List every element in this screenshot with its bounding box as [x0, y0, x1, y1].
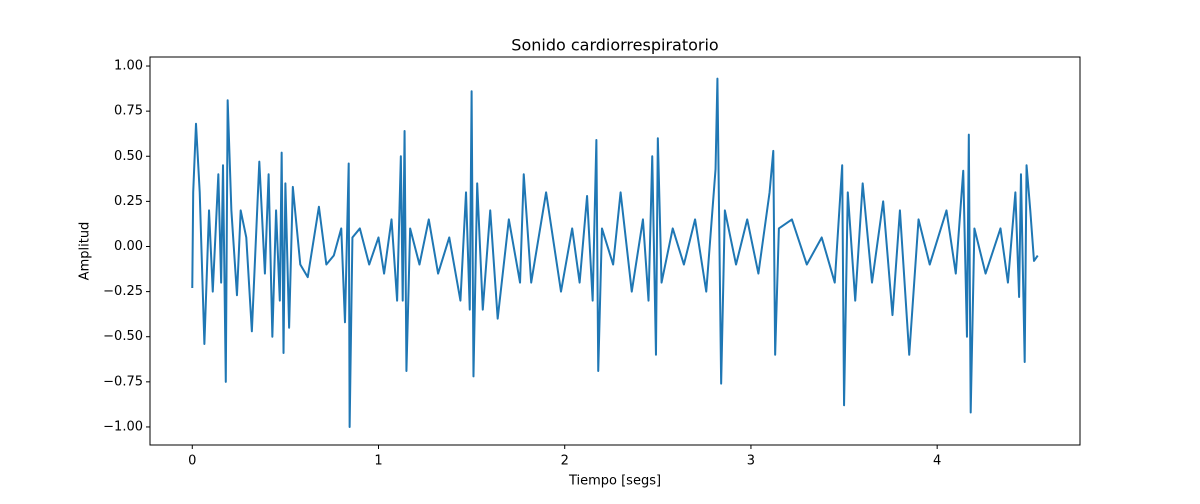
y-tick-label: 0.25 [114, 194, 143, 209]
x-axis-label: Tiempo [segs] [568, 474, 661, 489]
y-tick-label: −0.50 [103, 329, 143, 344]
plot-frame [149, 56, 1081, 446]
signal-line [191, 77, 1039, 428]
y-tick-label: 0.50 [114, 149, 143, 164]
y-tick-label: 1.00 [114, 59, 143, 74]
y-tick-label: −0.75 [103, 374, 143, 389]
y-tick-label: −1.00 [103, 419, 143, 434]
y-axis-label: Amplitud [78, 222, 93, 281]
x-tick-label: 2 [561, 454, 569, 469]
x-tick-label: 3 [747, 454, 755, 469]
x-tick-label: 0 [188, 454, 196, 469]
y-tick-label: 0.75 [114, 104, 143, 119]
x-tick-label: 1 [374, 454, 382, 469]
x-tick-label: 4 [933, 454, 941, 469]
y-tick-label: −0.25 [103, 284, 143, 299]
y-tick-label: 0.00 [114, 239, 143, 254]
chart-title: Sonido cardiorrespiratorio [511, 36, 718, 55]
